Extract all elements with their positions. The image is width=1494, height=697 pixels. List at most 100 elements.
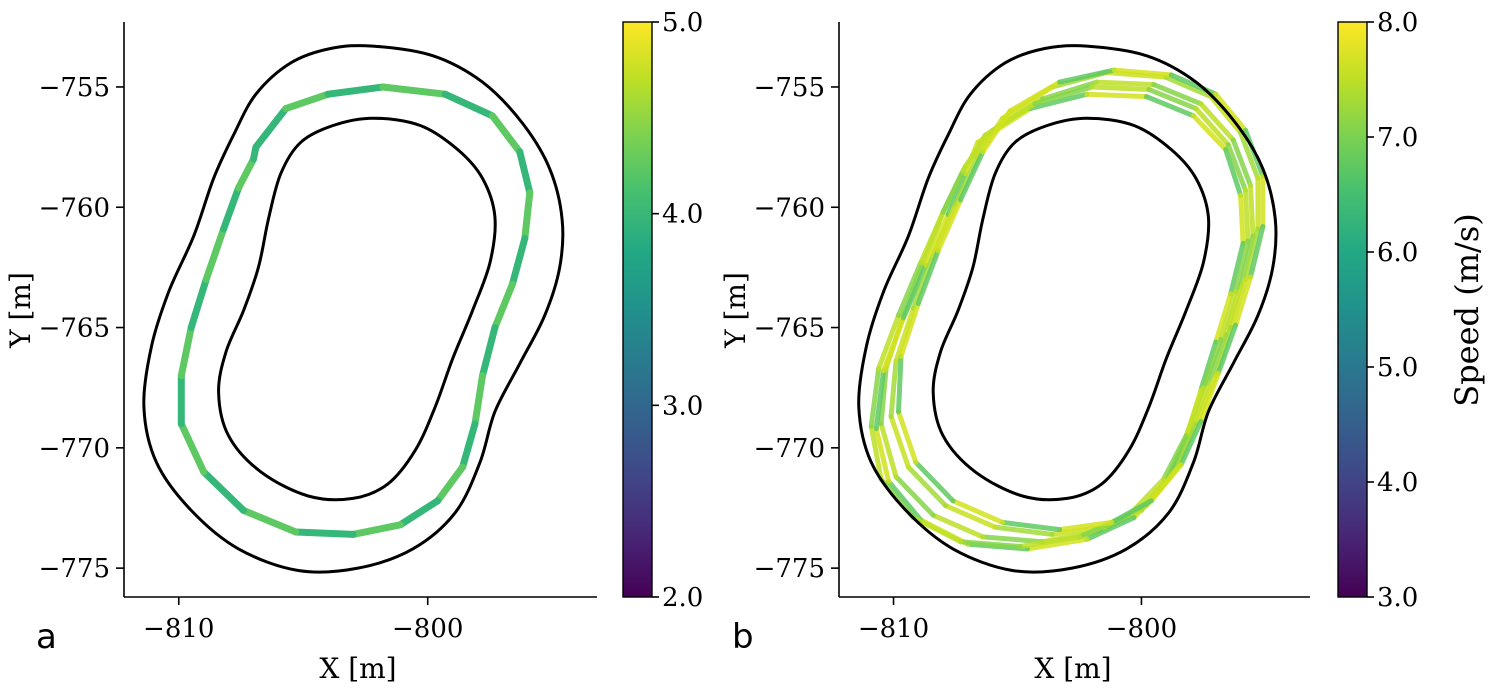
trajectory-segment — [930, 512, 986, 540]
trajectory-segment — [1163, 74, 1214, 100]
trajectory-segment — [282, 90, 332, 113]
y-tick-label: −765 — [39, 314, 110, 344]
trajectory-a — [177, 83, 534, 538]
trajectory-segment — [471, 372, 486, 428]
trajectory-segment — [893, 305, 916, 364]
trajectory-segment — [177, 420, 208, 476]
x-tick-label: −800 — [1106, 614, 1177, 644]
trajectory-segment — [868, 423, 884, 482]
colorbar-a — [622, 21, 653, 598]
colorbar-tick-label: 6.0 — [1377, 238, 1418, 268]
trajectory-segment — [1143, 94, 1196, 119]
colorbar-tick-label: 7.0 — [1377, 123, 1418, 153]
trajectory-segment — [1104, 70, 1169, 80]
colorbar-ticks-b: 3.0 4.0 5.0 6.0 7.0 8.0 — [1367, 8, 1418, 613]
trajectory-segment — [1215, 322, 1239, 376]
trajectory-segment — [250, 143, 260, 163]
panel-a: −810 −800 −755 −760 −765 −770 −775 X [m] Y [m… — [4, 8, 703, 685]
trajectory-segment — [488, 112, 524, 156]
colorbar-ticks-a: 2.0 3.0 4.0 5.0 — [652, 8, 703, 613]
trajectory-segment — [1193, 106, 1231, 148]
trajectory-segment — [521, 189, 534, 242]
trajectory-segment — [516, 148, 534, 197]
trajectory-segment — [876, 313, 901, 371]
trajectory-segment — [220, 184, 242, 233]
trajectory-segment — [1178, 418, 1204, 468]
trajectory-segment — [1238, 130, 1261, 181]
trajectory-segment — [235, 155, 257, 192]
x-axis-label-b: X [m] — [1034, 652, 1111, 685]
colorbar-tick-label: 4.0 — [1377, 468, 1418, 498]
trajectory-segment — [508, 235, 529, 288]
colorbar-tick-label: 8.0 — [1377, 8, 1418, 38]
trajectory-segment — [873, 368, 887, 432]
trajectory-segment — [1230, 137, 1253, 189]
trajectory-segment — [1161, 433, 1189, 482]
x-tick-label: −810 — [858, 614, 929, 644]
trajectory-segment — [434, 463, 467, 505]
y-tick-label: −765 — [754, 314, 825, 344]
colorbar-tick-label: 2.0 — [662, 583, 703, 613]
trajectory-segment — [896, 353, 904, 415]
trajectory-segment — [200, 468, 247, 514]
x-ticks-a: −810 −800 — [143, 597, 463, 644]
x-tick-label: −810 — [143, 614, 214, 644]
trajectory-segment — [396, 497, 442, 529]
trajectory-segment — [1243, 187, 1251, 244]
trajectory-segment — [1198, 101, 1236, 143]
trajectory-segment — [324, 83, 387, 98]
trajectory-segment — [918, 209, 946, 266]
trajectory-segment — [901, 262, 929, 321]
trajectory-segment — [1198, 370, 1221, 424]
colorbar-tick-label: 4.0 — [662, 200, 703, 230]
trajectory-segment — [349, 521, 404, 538]
y-ticks-b: −755 −760 −765 −770 −775 — [754, 73, 839, 584]
trajectory-segment — [950, 498, 1006, 525]
track-inner-boundary-b — [931, 116, 1211, 502]
trajectory-segment — [913, 459, 956, 504]
panel-letter-b: b — [732, 617, 754, 657]
trajectory-segment — [240, 506, 300, 536]
trajectory-segment — [1233, 238, 1251, 294]
trajectory-segment — [1205, 332, 1229, 386]
trajectory-segment — [1243, 226, 1261, 282]
y-ticks-a: −755 −760 −765 −770 −775 — [39, 73, 124, 584]
panel-letter-a: a — [36, 617, 57, 657]
panel-b: −810 −800 −755 −760 −765 −770 −775 X [m] Y [m… — [719, 8, 1486, 685]
trajectory-segment — [886, 479, 924, 523]
trajectory-segment — [893, 474, 936, 518]
y-tick-label: −770 — [39, 434, 110, 464]
trajectory-segment — [888, 414, 911, 470]
trajectory-segment — [1000, 519, 1063, 533]
y-tick-label: −760 — [39, 193, 110, 223]
trajectory-segment — [940, 168, 966, 215]
trajectory-segment — [930, 202, 958, 258]
colorbar-tick-label: 5.0 — [662, 8, 703, 38]
trajectory-segment — [945, 171, 968, 217]
trajectory-segment — [202, 225, 228, 283]
trajectory-segment — [873, 426, 892, 484]
trajectory-segment — [905, 464, 949, 509]
y-axis-label-a: Y [m] — [4, 272, 37, 349]
trajectory-segment — [1032, 84, 1095, 107]
colorbar-b — [1337, 21, 1368, 598]
trajectory-segment — [1146, 86, 1199, 112]
trajectory-segment — [878, 421, 899, 480]
y-tick-label: −775 — [39, 554, 110, 584]
trajectory-b — [868, 67, 1266, 552]
trajectory-segment — [923, 212, 951, 268]
track-outer-boundary-b — [857, 44, 1278, 574]
trajectory-segment — [441, 90, 496, 120]
trajectory-segment — [992, 524, 1055, 537]
trajectory-segment — [1057, 519, 1115, 533]
x-ticks-b: −810 −800 — [858, 597, 1177, 644]
trajectory-segment — [1027, 91, 1090, 112]
trajectory-segment — [915, 248, 941, 306]
colorbar-tick-label: 3.0 — [662, 391, 703, 421]
trajectory-segment — [1148, 462, 1184, 504]
trajectory-segment — [1089, 84, 1152, 92]
trajectory-segment — [1151, 82, 1204, 107]
colorbar-tick-label: 3.0 — [1377, 583, 1418, 613]
trajectory-segment — [1200, 337, 1224, 391]
